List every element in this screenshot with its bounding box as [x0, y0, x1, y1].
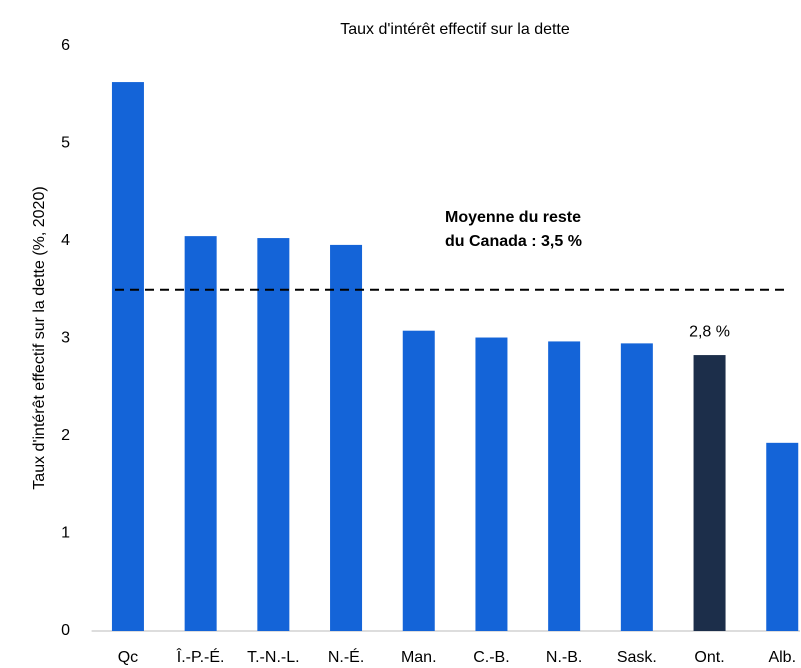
y-tick-label: 2 [61, 427, 70, 444]
x-tick-label: N.-B. [546, 649, 582, 666]
x-tick-label: N.-É. [328, 647, 364, 666]
x-tick-label: Man. [401, 649, 437, 666]
y-tick-label: 1 [61, 525, 70, 542]
bar [111, 82, 144, 631]
value-label: 2,8 % [689, 323, 730, 340]
x-tick-label: Ont. [694, 649, 724, 666]
bar [257, 238, 290, 631]
y-tick-label: 6 [61, 37, 70, 54]
y-tick-label: 3 [61, 330, 70, 347]
y-tick-label: 4 [61, 232, 70, 249]
bar [693, 355, 726, 631]
annotation: Moyenne du reste [445, 209, 581, 226]
bar [475, 337, 508, 631]
x-tick-label: Alb. [768, 649, 796, 666]
y-tick-label: 0 [61, 622, 70, 639]
bar [548, 341, 581, 631]
x-tick-label: T.-N.-L. [247, 649, 299, 666]
chart-title: Taux d'intérêt effectif sur la dette [340, 21, 570, 38]
annotation: du Canada : 3,5 % [445, 233, 582, 250]
bar [402, 330, 435, 631]
bar [184, 236, 217, 631]
bar [620, 343, 653, 631]
x-tick-label: Î.-P.-É. [176, 647, 225, 666]
bar [330, 244, 363, 631]
y-axis-label: Taux d'intérêt effectif sur la dette (%,… [31, 186, 48, 489]
bar [766, 442, 799, 631]
y-tick-label: 5 [61, 135, 70, 152]
x-tick-label: Sask. [617, 649, 657, 666]
x-tick-label: Qc [118, 649, 138, 666]
x-tick-label: C.-B. [473, 649, 509, 666]
